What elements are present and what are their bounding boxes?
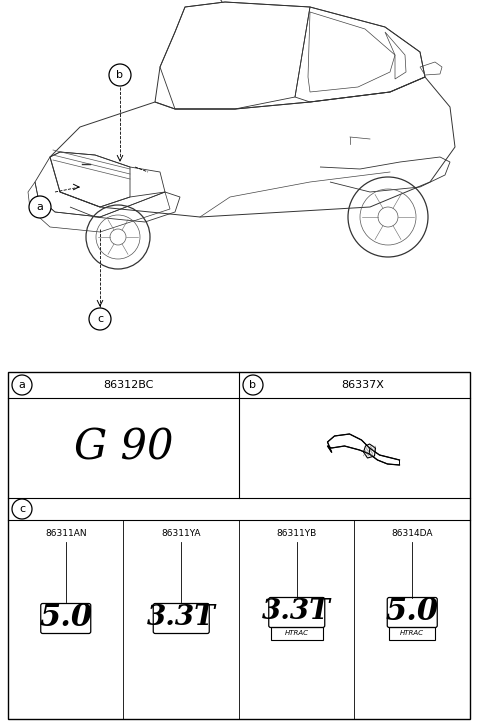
Text: 86311YA: 86311YA [162,529,201,539]
Circle shape [12,499,32,519]
Text: 86311YB: 86311YB [277,529,317,539]
Text: 5.0: 5.0 [386,596,439,627]
Text: c: c [19,504,25,514]
Circle shape [89,308,111,330]
Text: 86311AN: 86311AN [45,529,87,539]
Text: G 90: G 90 [74,427,173,469]
Text: a: a [19,380,25,390]
Text: 5.0: 5.0 [39,602,92,633]
Text: HTRAC: HTRAC [400,630,424,636]
Bar [271,627,323,640]
Circle shape [243,375,263,395]
Text: b: b [117,70,123,80]
Bar [8,372,470,719]
Text: 3.3T: 3.3T [262,598,331,625]
Circle shape [29,196,51,218]
Text: 3.3T: 3.3T [147,604,216,631]
Text: 86314DA: 86314DA [391,529,433,539]
Text: 86337X: 86337X [341,380,384,390]
Text: a: a [36,202,43,212]
Text: c: c [97,314,103,324]
Circle shape [109,64,131,86]
Bar [389,627,435,640]
Circle shape [12,375,32,395]
Text: HTRAC: HTRAC [285,630,309,636]
Text: b: b [250,380,257,390]
Text: 86312BC: 86312BC [103,380,154,390]
